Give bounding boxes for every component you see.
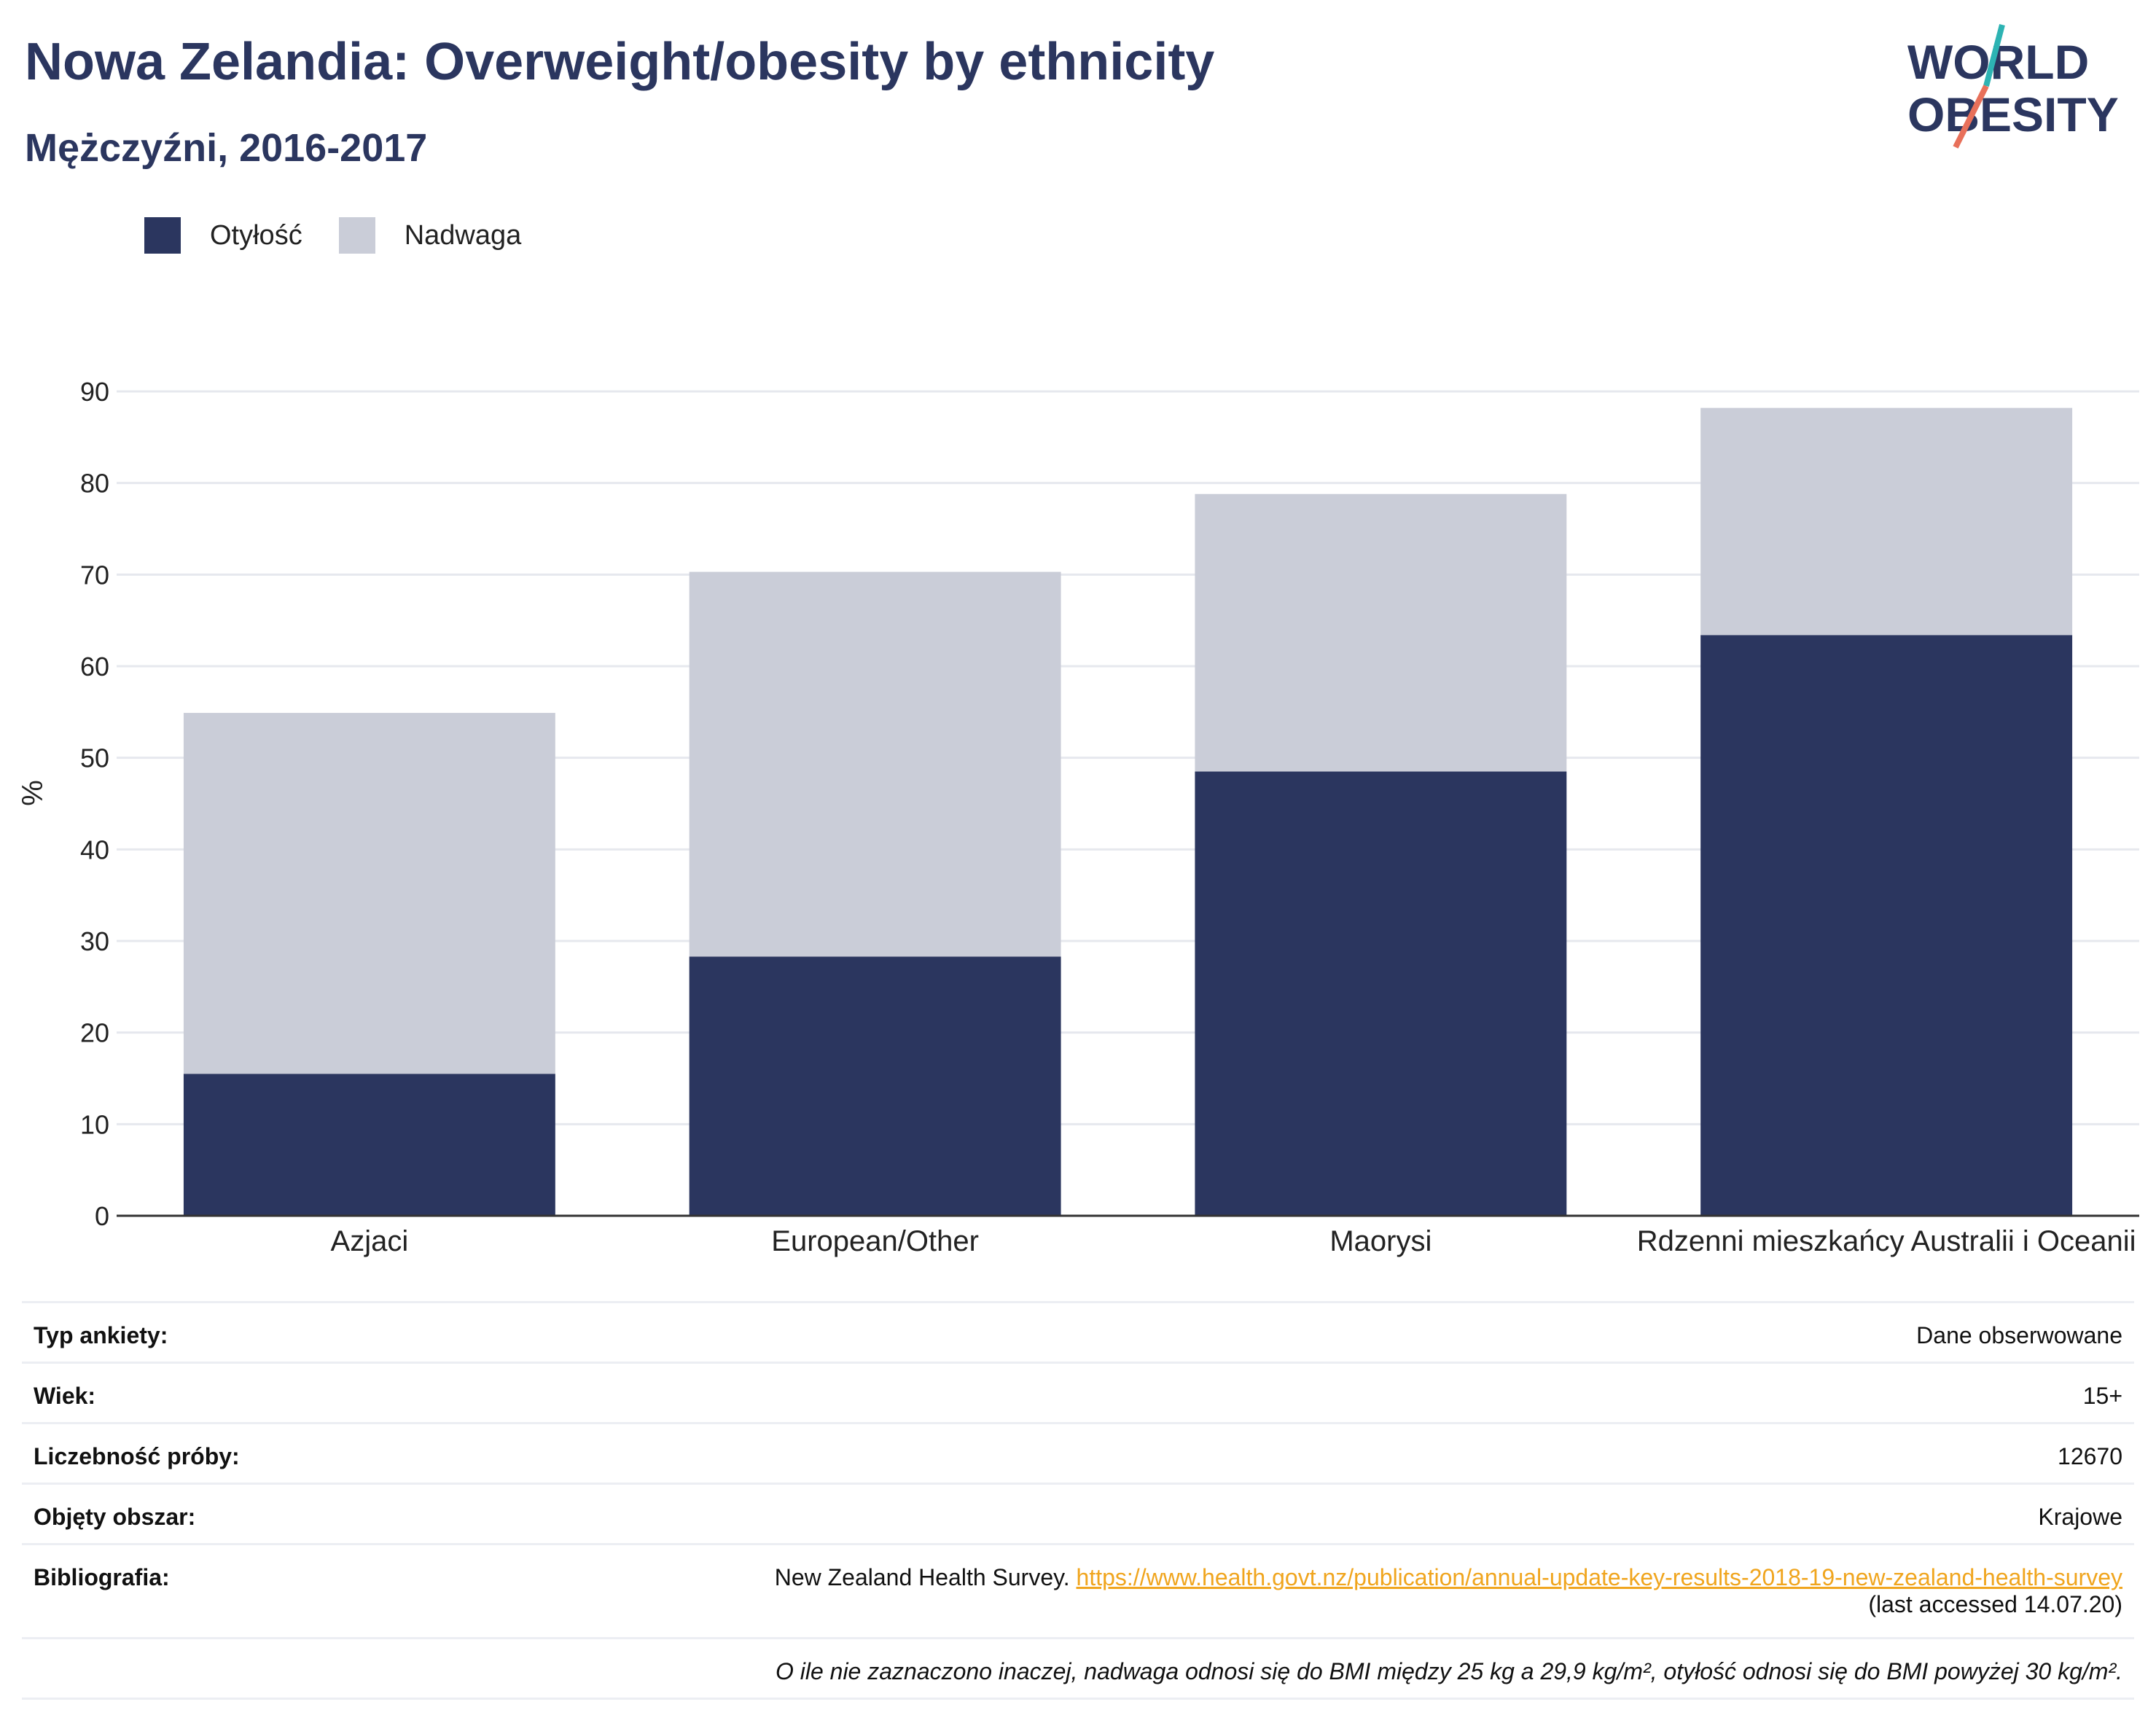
meta-row-survey-type: Typ ankiety: Dane obserwowane <box>22 1301 2134 1362</box>
bibliography-source: New Zealand Health Survey. <box>774 1564 1070 1590</box>
y-tick-label: 50 <box>80 743 109 773</box>
legend-swatch-obesity <box>144 217 181 254</box>
y-tick-label: 40 <box>80 835 109 864</box>
bar-obesity <box>689 956 1061 1216</box>
y-tick-label: 0 <box>95 1201 109 1231</box>
legend-item-obesity: Otyłość <box>144 217 302 254</box>
bar-overweight <box>689 571 1061 957</box>
meta-key-bibliography: Bibliografia: <box>34 1564 170 1590</box>
legend-label-overweight: Nadwaga <box>404 219 522 251</box>
bar-obesity <box>1700 635 2073 1216</box>
x-axis-labels: Azjaci European/Other Maorysi Rdzenni miesz… <box>331 1225 2136 1257</box>
meta-key-survey-type: Typ ankiety: <box>34 1322 168 1348</box>
legend-swatch-overweight <box>338 217 375 254</box>
meta-key-sample-size: Liczebność próby: <box>34 1443 240 1469</box>
meta-row-bibliography: Bibliografia: New Zealand Health Survey.… <box>22 1543 2134 1637</box>
meta-value-sample-size: 12670 <box>2058 1443 2122 1469</box>
logo-slash-coral <box>1953 85 1989 149</box>
x-category-label: Rdzenni mieszkańcy Australii i Oceanii <box>1637 1225 2136 1257</box>
y-tick-label: 80 <box>80 469 109 499</box>
bibliography-accessed: (last accessed 14.07.20) <box>1868 1591 2122 1617</box>
stacked-bar-chart: 0 10 20 30 40 50 60 70 80 90 Azjaci European/Other… <box>17 377 2139 1257</box>
y-tick-label: 30 <box>80 926 109 956</box>
x-category-label: Azjaci <box>331 1225 409 1257</box>
y-tick-label: 60 <box>80 652 109 682</box>
bars <box>183 407 2073 1216</box>
meta-key-age: Wiek: <box>34 1383 96 1409</box>
meta-key-coverage: Objęty obszar: <box>34 1504 196 1530</box>
logo-line-2: OBESITY <box>1907 87 2119 141</box>
legend-item-overweight: Nadwaga <box>338 217 522 254</box>
bar-overweight <box>1195 493 1567 772</box>
bar-overweight <box>183 713 555 1074</box>
chart-legend: Otyłość Nadwaga <box>144 217 558 254</box>
meta-row-sample-size: Liczebność próby: 12670 <box>22 1422 2134 1483</box>
bar-overweight <box>1700 407 2073 636</box>
legend-label-obesity: Otyłość <box>210 219 302 251</box>
definition-note: O ile nie zaznaczono inaczej, nadwaga od… <box>22 1637 2134 1700</box>
y-tick-label: 70 <box>80 560 109 590</box>
bar-obesity <box>1195 771 1567 1216</box>
chart-subtitle: Mężczyźni, 2016-2017 <box>25 126 428 170</box>
logo-slash-teal <box>1983 23 2005 87</box>
world-obesity-logo: WORLD OBESITY <box>1907 23 2119 149</box>
y-tick-label: 10 <box>80 1109 109 1139</box>
x-category-label: Maorysi <box>1329 1225 1432 1257</box>
y-tick-label: 90 <box>80 377 109 407</box>
chart-title: Nowa Zelandia: Overweight/obesity by eth… <box>25 33 1215 91</box>
meta-row-age: Wiek: 15+ <box>22 1362 2134 1422</box>
meta-value-survey-type: Dane obserwowane <box>1916 1322 2122 1348</box>
x-category-label: European/Other <box>771 1225 979 1257</box>
meta-value-bibliography: New Zealand Health Survey. https://www.h… <box>775 1564 2122 1618</box>
y-axis-ticks: 0 10 20 30 40 50 60 70 80 90 <box>80 377 109 1231</box>
metadata-table: Typ ankiety: Dane obserwowane Wiek: 15+ … <box>22 1301 2134 1700</box>
bar-obesity <box>183 1074 555 1216</box>
y-tick-label: 20 <box>80 1018 109 1048</box>
meta-value-coverage: Krajowe <box>2038 1504 2122 1530</box>
meta-value-age: 15+ <box>2082 1383 2122 1409</box>
meta-row-coverage: Objęty obszar: Krajowe <box>22 1483 2134 1543</box>
bibliography-link[interactable]: https://www.health.govt.nz/publication/a… <box>1076 1564 2122 1590</box>
y-axis-title: % <box>17 780 49 806</box>
